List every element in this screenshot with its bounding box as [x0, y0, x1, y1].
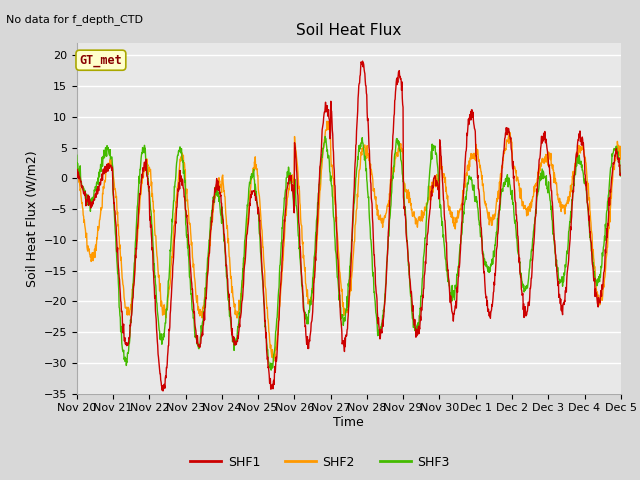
Title: Soil Heat Flux: Soil Heat Flux	[296, 23, 401, 38]
Legend: SHF1, SHF2, SHF3: SHF1, SHF2, SHF3	[185, 451, 455, 474]
Text: GT_met: GT_met	[79, 54, 122, 67]
Text: No data for f_depth_CTD: No data for f_depth_CTD	[6, 14, 143, 25]
Y-axis label: Soil Heat Flux (W/m2): Soil Heat Flux (W/m2)	[25, 150, 38, 287]
X-axis label: Time: Time	[333, 416, 364, 429]
